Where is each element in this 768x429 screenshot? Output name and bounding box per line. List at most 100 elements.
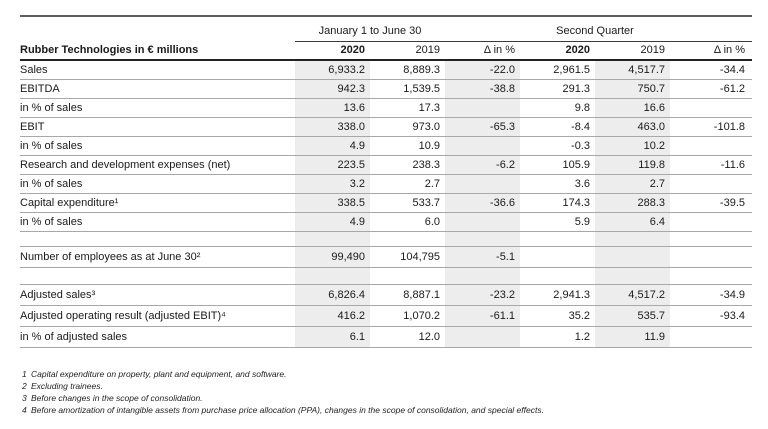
cell [595,247,670,267]
table-row: in % of sales 4.9 10.9 -0.3 10.2 [20,137,752,156]
group-label-jan-june: January 1 to June 30 [318,25,422,37]
table-row: in % of sales 13.6 17.3 9.8 16.6 [20,99,752,118]
cell: 4.9 [295,213,370,231]
cell: -8.4 [571,121,590,133]
row-label: Research and development expenses (net) [20,159,231,171]
cell: 291.3 [562,83,590,95]
table-row: in % of adjusted sales 6.1 12.0 1.2 11.9 [20,327,752,348]
cell: 338.5 [295,194,370,212]
row-label: in % of sales [20,178,83,190]
cell [670,268,752,284]
cell [670,327,752,347]
cell: 174.3 [562,197,590,209]
cell [670,137,752,155]
cell: -61.1 [445,306,520,326]
cell [445,213,520,231]
column-groups: January 1 to June 30 Second Quarter [295,17,752,42]
footnote: 1 Capital expenditure on property, plant … [22,368,752,380]
cell: 12.0 [418,331,440,343]
table-title: Rubber Technologies in € millions [20,44,199,56]
cell [670,213,752,231]
cell: 9.8 [574,102,590,114]
cell [295,232,370,246]
cell [445,268,520,284]
cell: 750.7 [595,80,670,98]
cell: -39.5 [719,197,745,209]
column-header-delta-q2: Δ in % [713,44,745,56]
column-header-row: Rubber Technologies in € millions 2020 2… [20,42,752,61]
footnote-number: 1 [22,369,27,379]
cell [445,327,520,347]
cell: 35.2 [568,310,590,322]
cell: 338.0 [295,118,370,136]
cell: 8,889.3 [403,64,440,76]
group-header-spacer [20,17,295,42]
group-label-second-quarter: Second Quarter [556,25,634,37]
cell: 105.9 [562,159,590,171]
column-header-2020-h1: 2020 [340,44,365,56]
row-label: Number of employees as at June 30² [20,251,201,263]
cell: 8,887.1 [403,289,440,301]
footnotes: 1 Capital expenditure on property, plant … [22,368,752,416]
footnote-text: Before amortization of intangible assets… [31,405,544,415]
row-label: in % of sales [20,102,83,114]
cell [370,232,445,246]
table-row: in % of sales 3.2 2.7 3.6 2.7 [20,175,752,194]
cell [670,99,752,117]
cell: 3.6 [574,178,590,190]
footnote-text: Capital expenditure on property, plant a… [31,369,287,379]
spacer-row [20,232,752,247]
cell: 942.3 [295,80,370,98]
cell: 3.2 [295,175,370,193]
cell [670,232,752,246]
cell: 2,941.3 [553,289,590,301]
row-label: in % of adjusted sales [20,331,128,343]
cell: 13.6 [295,99,370,117]
cell: 1,070.2 [403,310,440,322]
table-row: Adjusted sales³ 6,826.4 8,887.1 -23.2 2,941.… [20,285,752,306]
footnote-number: 2 [22,381,27,391]
cell: 288.3 [595,194,670,212]
cell: 6.1 [295,327,370,347]
cell [295,268,370,284]
column-header-2020-q2: 2020 [565,44,590,56]
column-header-2019-q2: 2019 [640,44,665,56]
cell [370,268,445,284]
cell: -0.3 [571,140,590,152]
cell: 5.9 [574,216,590,228]
group-second-quarter: Second Quarter [520,17,752,41]
cell [520,232,595,246]
footnote: 2 Excluding trainees. [22,380,752,392]
cell: 6.0 [424,216,440,228]
footnote-text: Excluding trainees. [31,381,103,391]
group-jan-june: January 1 to June 30 [295,17,520,41]
cell [445,232,520,246]
cell: 1,539.5 [403,83,440,95]
row-label: EBIT [20,121,45,133]
cell: -34.9 [719,289,745,301]
cell: 104,795 [400,251,440,263]
cell: 10.2 [595,137,670,155]
footnote-number: 3 [22,393,27,403]
cell: 533.7 [412,197,440,209]
cell: -36.6 [445,194,520,212]
table-row: Research and development expenses (net) 2… [20,156,752,175]
row-label: Adjusted operating result (adjusted EBIT… [20,310,226,322]
footnote-text: Before changes in the scope of consolida… [31,393,203,403]
cell: -23.2 [445,285,520,305]
cell: -34.4 [719,64,745,76]
cell: 17.3 [418,102,440,114]
cell: 416.2 [295,306,370,326]
table-row: EBIT 338.0 973.0 -65.3 -8.4 463.0 -101.8 [20,118,752,137]
cell [670,247,752,267]
cell [670,175,752,193]
cell: 1.2 [574,331,590,343]
cell: 4.9 [295,137,370,155]
cell: 223.5 [295,156,370,174]
cell [595,268,670,284]
table-row: Adjusted operating result (adjusted EBIT… [20,306,752,327]
cell: 10.9 [418,140,440,152]
cell: 2.7 [424,178,440,190]
cell: -38.8 [445,80,520,98]
